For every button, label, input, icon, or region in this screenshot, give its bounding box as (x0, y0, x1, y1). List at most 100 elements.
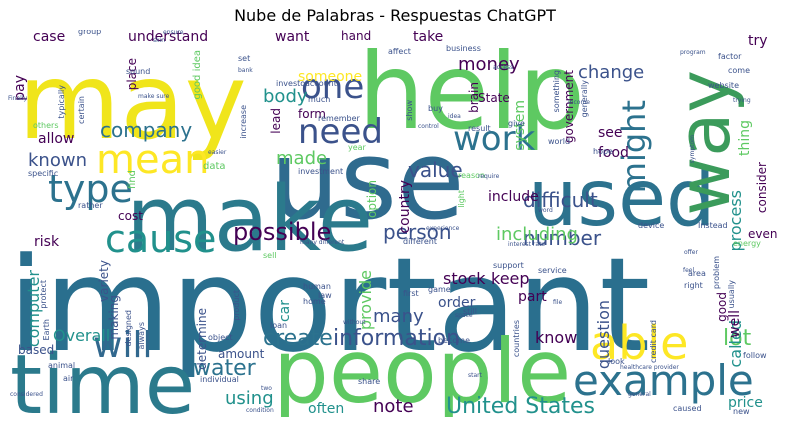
word-investor: investor (276, 79, 309, 88)
word-object: object (208, 333, 233, 342)
word-share: share (358, 377, 381, 386)
word-one: one (301, 67, 365, 107)
word-start: start (468, 372, 482, 379)
word-area: area (688, 269, 706, 278)
word-home: home (303, 297, 326, 306)
word-keep: keep (491, 269, 530, 288)
word-part: part (518, 289, 547, 305)
word-well: well (727, 310, 743, 338)
word-determine: determine (195, 308, 209, 370)
word-feel: feel (683, 267, 695, 274)
word-find: find (127, 170, 138, 189)
word-option: option (365, 180, 379, 218)
word-result: result (468, 124, 491, 133)
word-work: work (453, 119, 536, 159)
word-require: require (478, 173, 500, 180)
chart-title: Nube de Palabras - Respuestas ChatGPT (234, 6, 556, 25)
word-control: control (418, 123, 439, 130)
word-problem: problem (712, 256, 721, 290)
word-business: business (446, 44, 481, 53)
word-different: different (403, 237, 437, 246)
word-access: access (493, 64, 514, 71)
word-create: create (263, 326, 333, 351)
word-car: car (277, 300, 293, 323)
word-stock: stock (443, 269, 486, 288)
word-healthcare-provider: healthcare provider (620, 364, 679, 371)
word-set: set (238, 54, 251, 63)
word-space: space (455, 312, 473, 319)
word-used: used (528, 154, 716, 244)
word-condition: condition (246, 407, 274, 414)
word-new: new (733, 407, 750, 416)
word-including: including (496, 224, 578, 245)
word-idea: idea (448, 113, 461, 120)
word-important: important (8, 229, 651, 381)
word-type: type (48, 167, 133, 211)
word-united-states: United States (446, 394, 595, 418)
word-look: look (608, 357, 625, 366)
word-case: case (33, 30, 66, 45)
word-sell: sell (263, 251, 277, 260)
word-something: something (552, 70, 561, 113)
word-hope: hope (593, 147, 613, 156)
word-device: device (638, 221, 665, 230)
word-become: become (438, 336, 471, 345)
word-service: service (538, 266, 567, 275)
word-experience: experience (426, 225, 460, 232)
word-individual: individual (200, 375, 239, 384)
word-first: first (403, 289, 419, 298)
word-reason: reason (458, 171, 486, 180)
word-risk: risk (34, 234, 60, 250)
word-change: change (578, 62, 645, 83)
word-water: water (193, 356, 256, 381)
word-earth: Earth (42, 319, 51, 341)
word-ensure: ensure (163, 30, 184, 36)
word-lot: lot (723, 326, 752, 351)
word-without: without (343, 319, 366, 326)
word-order: order (438, 295, 476, 311)
word-light: light (457, 190, 466, 208)
word-company: company (100, 118, 193, 142)
word-easier: easier (208, 149, 227, 156)
word-note: note (373, 396, 414, 417)
word-help: help (358, 31, 585, 153)
word-air: air (63, 374, 74, 383)
word-able: able (590, 316, 689, 370)
word-product: product (232, 290, 241, 321)
word-need: need (298, 112, 383, 152)
word-take: take (413, 30, 444, 45)
word-credit-card: credit card (649, 320, 658, 363)
word-value: value (408, 158, 463, 182)
word-data: data (203, 161, 226, 172)
word-typically: typically (57, 85, 66, 119)
word-make: make (126, 167, 374, 272)
word-sound: sound (126, 67, 151, 76)
word-possible: possible (233, 218, 332, 246)
word-mean: mean (96, 137, 210, 183)
word-affect: affect (388, 47, 411, 56)
word-cause: cause (105, 217, 217, 261)
word-use: use (270, 116, 465, 244)
word-skin: skin (153, 37, 166, 44)
word-others: others (33, 121, 59, 130)
word-website: website (708, 81, 739, 90)
word-remember: remember (318, 114, 360, 123)
word-factor: factor (718, 52, 742, 61)
word-people: people (273, 320, 572, 417)
word-cloud: important use may help make people time used way… (8, 30, 782, 417)
word-example: example (573, 356, 754, 405)
word-group: group (78, 30, 102, 36)
word-symptom: symptom (689, 135, 696, 164)
word-information: information (333, 326, 460, 351)
word-price: price (728, 395, 763, 411)
word-income: income (568, 99, 590, 106)
word-number: number (523, 226, 602, 250)
word-hand: hand (341, 30, 372, 43)
word-energy: energy (733, 239, 761, 248)
word-countries: countries (512, 320, 521, 358)
word-government: government (562, 70, 576, 144)
word-still: still (463, 307, 477, 316)
word-rather: rather (78, 201, 103, 210)
word-thing: thing (737, 120, 753, 157)
word-always: always (137, 322, 146, 350)
